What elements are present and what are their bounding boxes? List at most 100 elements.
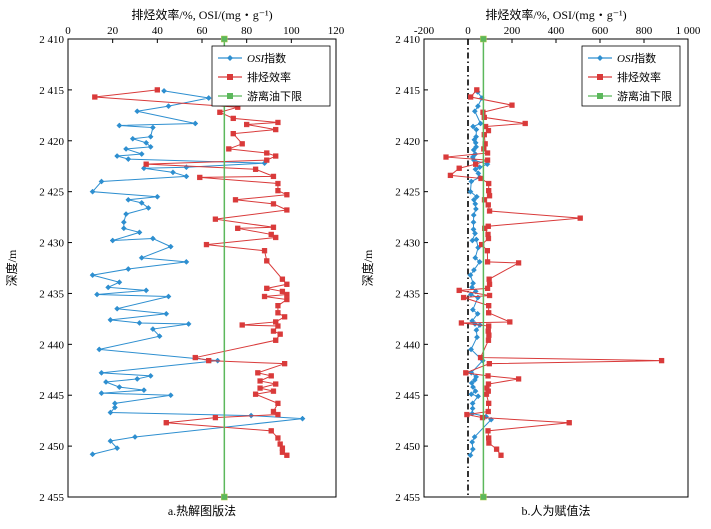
data-point-efficiency	[270, 388, 277, 394]
data-point-osi	[129, 135, 136, 142]
data-point-osi	[140, 387, 147, 394]
data-point-osi	[165, 293, 172, 300]
data-point-efficiency	[483, 391, 490, 397]
y-tick-label: 2 425	[395, 187, 420, 199]
y-tick-label: 2 415	[395, 85, 420, 97]
data-point-osi	[154, 193, 161, 200]
panel-b: -200 0 200 400 600 800 1 000 2 410 2 415 2 420 2 4…	[360, 7, 701, 518]
data-point-efficiency	[143, 161, 149, 167]
data-point-osi	[143, 139, 150, 146]
data-point-osi	[467, 452, 474, 459]
data-point-efficiency	[481, 197, 488, 203]
data-point-efficiency	[232, 197, 239, 203]
data-point-efficiency	[203, 241, 210, 248]
data-point-osi	[472, 288, 479, 295]
data-point-efficiency	[522, 120, 528, 127]
data-point-osi	[89, 272, 96, 279]
data-point-osi	[192, 120, 199, 127]
data-point-efficiency	[486, 332, 492, 338]
x-axis-title: 排烃效率/%, OSI/(mg・g⁻¹)	[131, 7, 272, 22]
data-point-efficiency	[261, 248, 268, 254]
data-point-osi	[149, 326, 156, 333]
data-point-osi	[473, 327, 480, 334]
data-point-efficiency	[464, 411, 470, 418]
legend-label: 游离油下限	[617, 89, 672, 103]
data-point-efficiency	[275, 435, 281, 441]
data-point-efficiency	[217, 109, 223, 115]
legend-label-rest: 指数	[264, 51, 286, 65]
data-point-osi	[183, 173, 190, 180]
data-point-efficiency	[284, 207, 290, 213]
data-point-efficiency	[474, 87, 480, 93]
data-point-efficiency	[482, 225, 488, 231]
y-tick-label: 2 450	[395, 441, 420, 453]
data-point-efficiency	[281, 361, 288, 367]
data-point-osi	[468, 178, 475, 185]
data-point-efficiency	[485, 235, 492, 242]
legend-marker	[597, 74, 603, 80]
data-point-osi	[123, 145, 130, 152]
legend-label: 排烃效率	[617, 70, 661, 84]
data-point-osi	[467, 272, 474, 279]
data-point-efficiency	[239, 322, 245, 328]
data-point-efficiency	[273, 153, 279, 159]
data-point-efficiency	[275, 303, 281, 309]
data-point-osi	[469, 405, 476, 412]
data-point-osi	[111, 404, 118, 411]
data-point-osi	[140, 165, 147, 172]
y-tick-label: 2 445	[39, 390, 64, 402]
x-tick-label: 0	[65, 25, 71, 37]
data-point-osi	[145, 204, 152, 211]
data-point-efficiency	[212, 216, 219, 222]
x-tick-label: 200	[504, 25, 521, 37]
data-point-osi	[114, 305, 121, 312]
x-tick-label: 80	[241, 25, 253, 37]
data-point-efficiency	[486, 361, 492, 367]
data-point-limit	[221, 493, 228, 501]
data-point-osi	[138, 199, 145, 206]
data-point-osi	[470, 219, 477, 226]
data-point-efficiency	[264, 157, 270, 163]
data-point-osi	[96, 346, 103, 353]
data-point-osi	[123, 211, 130, 218]
data-point-efficiency	[270, 328, 277, 334]
plot-frame	[67, 38, 337, 498]
y-tick-label: 2 420	[395, 136, 420, 148]
data-point-efficiency	[252, 391, 259, 397]
data-point-efficiency	[477, 354, 484, 361]
data-point-efficiency	[473, 161, 479, 167]
y-tick-label: 2 425	[39, 187, 64, 199]
data-point-efficiency	[92, 94, 98, 100]
data-point-osi	[114, 445, 121, 452]
legend-marker-osi	[227, 55, 233, 61]
data-point-osi	[472, 230, 478, 237]
legend-label: OSI指数	[617, 51, 656, 65]
data-point-efficiency	[264, 285, 270, 292]
data-point-osi	[149, 235, 156, 242]
y-tick-label: 2 455	[39, 492, 64, 504]
data-point-efficiency	[235, 225, 241, 231]
data-point-osi	[149, 124, 156, 131]
data-point-efficiency	[486, 208, 493, 214]
data-point-efficiency	[192, 354, 198, 361]
data-point-efficiency	[273, 234, 279, 241]
data-point-efficiency	[467, 94, 474, 100]
data-point-osi	[468, 391, 475, 398]
data-point-osi	[89, 451, 96, 458]
panel-caption: a.热解图版法	[168, 504, 236, 518]
legend-label-rest: 指数	[634, 51, 656, 65]
data-point-efficiency	[484, 285, 491, 292]
y-tick-label: 2 435	[395, 288, 420, 300]
data-point-osi	[470, 212, 477, 219]
data-point-osi	[470, 226, 477, 233]
data-point-osi	[163, 310, 170, 317]
data-point-osi	[147, 143, 154, 150]
data-point-osi	[476, 258, 483, 265]
data-point-efficiency	[273, 337, 279, 343]
data-point-efficiency	[486, 276, 492, 282]
data-point-efficiency	[284, 452, 290, 458]
data-point-osi	[132, 433, 138, 440]
data-point-osi	[472, 200, 479, 207]
